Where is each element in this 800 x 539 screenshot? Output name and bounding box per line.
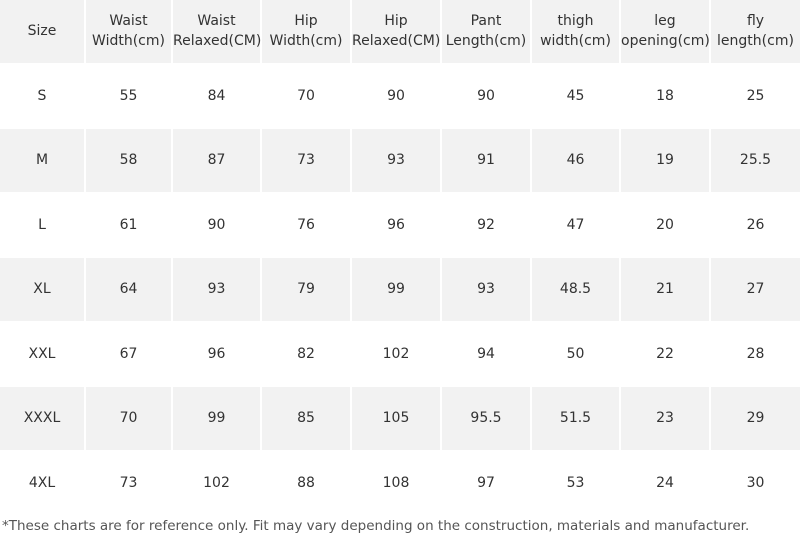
value-cell: 51.5	[532, 387, 621, 450]
value-cell: 26	[746, 216, 765, 233]
value-cell: 73	[86, 451, 173, 514]
value-cell: 85	[262, 387, 352, 450]
value-cell: 21	[621, 258, 711, 321]
value-cell: 76	[262, 193, 352, 256]
value-cell: 108	[352, 451, 442, 514]
value-cell: 94	[442, 322, 532, 385]
header-cell: Pant Length(cm)	[442, 0, 532, 63]
value-cell: 29	[711, 387, 800, 450]
value-cell: 87	[173, 129, 262, 192]
value-cell: 93	[173, 258, 262, 321]
value-cell: 84	[173, 64, 262, 127]
value-cell: 99	[352, 258, 442, 321]
size-cell: S	[0, 64, 86, 127]
table-body: Size Waist Width(cm) Waist Relaxed(CM) Hip …	[0, 0, 800, 514]
value-cell: 73	[262, 129, 352, 192]
header-row: Size Waist Width(cm) Waist Relaxed(CM) Hip …	[0, 0, 800, 63]
size-cell: 4XL	[0, 451, 86, 514]
value-cell: 18	[621, 64, 711, 127]
table-row: XXXL 70 99 85 105 95.5 51.5 23 29	[0, 387, 800, 450]
value-cell: 45	[532, 64, 621, 127]
size-table: Size Waist Width(cm) Waist Relaxed(CM) Hip …	[0, 0, 800, 514]
value-cell: 93	[352, 129, 442, 192]
header-cell: Hip Relaxed(CM)	[352, 0, 442, 63]
table-row: L 61 90 76 96 92 47 20 26	[0, 193, 800, 256]
value-cell: 70	[86, 387, 173, 450]
table-row: XXL 67 96 82 102 94 50 22 28	[0, 322, 800, 385]
header-cell: fly length(cm)	[711, 0, 800, 63]
header-cell: Waist Width(cm)	[86, 0, 173, 63]
header-cell: leg opening(cm)	[621, 0, 711, 63]
value-cell: 91	[442, 129, 532, 192]
value-cell: 22	[621, 322, 711, 385]
header-cell: Hip Width(cm)	[262, 0, 352, 63]
value-cell: 79	[262, 258, 352, 321]
size-cell: XXXL	[0, 387, 86, 450]
value-cell: 99	[173, 387, 262, 450]
size-cell: XL	[0, 258, 86, 321]
table-row: 4XL 73 102 88 108 97 53 24 30	[0, 451, 800, 514]
table-row: S 55 84 70 90 90 45 18 25	[0, 64, 800, 127]
value-cell: 25	[746, 87, 765, 104]
value-cell: 55	[86, 64, 173, 127]
value-cell: 48.5	[532, 258, 621, 321]
value-cell: 95.5	[442, 387, 532, 450]
size-cell: M	[0, 129, 86, 192]
value-cell: 96	[352, 193, 442, 256]
value-cell: 97	[442, 451, 532, 514]
value-cell: 58	[86, 129, 173, 192]
header-cell: Size	[0, 0, 86, 63]
value-cell: 64	[86, 258, 173, 321]
value-cell: 47	[532, 193, 621, 256]
table-row: M 58 87 73 93 91 46 19 25.5	[0, 129, 800, 192]
value-cell: 92	[442, 193, 532, 256]
value-cell: 23	[621, 387, 711, 450]
value-cell: 90	[352, 64, 442, 127]
footnote: *These charts are for reference only. Fi…	[2, 518, 750, 534]
table-row: XL 64 93 79 99 93 48.5 21 27	[0, 258, 800, 321]
value-cell: 28	[746, 345, 765, 362]
header-cell: thigh width(cm)	[532, 0, 621, 63]
value-cell: 96	[173, 322, 262, 385]
value-cell: 25.5	[711, 129, 800, 192]
value-cell: 53	[532, 451, 621, 514]
value-cell: 27	[711, 258, 800, 321]
value-cell: 105	[352, 387, 442, 450]
value-cell: 93	[442, 258, 532, 321]
value-cell: 90	[442, 64, 532, 127]
value-cell: 102	[352, 322, 442, 385]
size-cell: XXL	[0, 322, 86, 385]
value-cell: 102	[173, 451, 262, 514]
value-cell: 61	[86, 193, 173, 256]
value-cell: 19	[621, 129, 711, 192]
value-cell: 20	[621, 193, 711, 256]
value-cell: 90	[173, 193, 262, 256]
value-cell: 30	[746, 474, 765, 491]
value-cell: 50	[532, 322, 621, 385]
value-cell: 24	[621, 451, 711, 514]
value-cell: 46	[532, 129, 621, 192]
header-cell: Waist Relaxed(CM)	[173, 0, 262, 63]
value-cell: 88	[262, 451, 352, 514]
value-cell: 67	[86, 322, 173, 385]
value-cell: 70	[262, 64, 352, 127]
size-cell: L	[0, 193, 86, 256]
value-cell: 82	[262, 322, 352, 385]
